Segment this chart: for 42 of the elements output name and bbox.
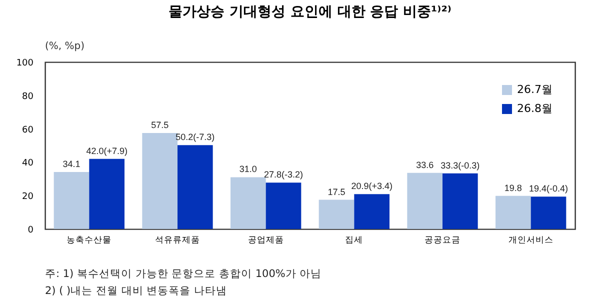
y-tick-label: 100: [16, 58, 34, 68]
bar: [178, 145, 213, 229]
x-tick-label: 농축수산물: [66, 236, 112, 246]
y-tick-label: 60: [22, 125, 34, 136]
bar: [354, 194, 390, 229]
bar: [266, 182, 302, 229]
chart-title: 물가상승 기대형성 요인에 대한 응답 비중¹⁾²⁾: [168, 4, 452, 20]
x-tick-label: 공공요금: [424, 236, 460, 246]
legend-label: 26.7월: [517, 83, 552, 96]
data-label: 57.5: [151, 120, 169, 130]
data-label: 20.9(+3.4): [351, 181, 392, 192]
bar: [230, 177, 266, 229]
data-label: 33.6: [416, 160, 434, 170]
text: 2) ( )내는 전월 대비 변동폭을 나타냄: [45, 285, 227, 297]
bar: [318, 200, 354, 229]
x-tick-label: 석유류제품: [155, 236, 200, 246]
bar: [530, 196, 566, 229]
bar: [89, 158, 124, 229]
y-tick-label: 20: [22, 192, 34, 202]
x-tick-label: 개인서비스: [508, 236, 554, 246]
y-tick-label: 80: [22, 92, 34, 102]
y-tick-label: 40: [22, 158, 34, 169]
text: 주: 1) 복수선택이 가능한 문항으로 총합이 100%가 아님: [45, 268, 322, 280]
bar: [442, 173, 478, 229]
data-label: 17.5: [328, 186, 346, 197]
data-label: 19.4(-0.4): [528, 184, 568, 194]
data-label: 50.2(-7.3): [176, 132, 215, 142]
y-tick-label: 0: [28, 226, 34, 236]
x-tick-label: 공업제품: [248, 236, 284, 246]
y-axis-title: (%, %p): [45, 41, 85, 52]
data-label: 27.8(-3.2): [264, 170, 304, 180]
bar: [407, 172, 442, 229]
data-label: 31.0: [239, 164, 257, 174]
data-label: 42.0(+7.9): [86, 146, 128, 156]
bar: [496, 196, 531, 229]
data-label: 33.3(-0.3): [440, 160, 480, 170]
data-label: 34.1: [62, 159, 80, 170]
bar: [142, 132, 178, 229]
x-tick-label: 집세: [345, 236, 364, 246]
data-label: 19.8: [504, 182, 522, 193]
legend-label: 26.8월: [517, 102, 552, 115]
bar: [54, 172, 90, 229]
